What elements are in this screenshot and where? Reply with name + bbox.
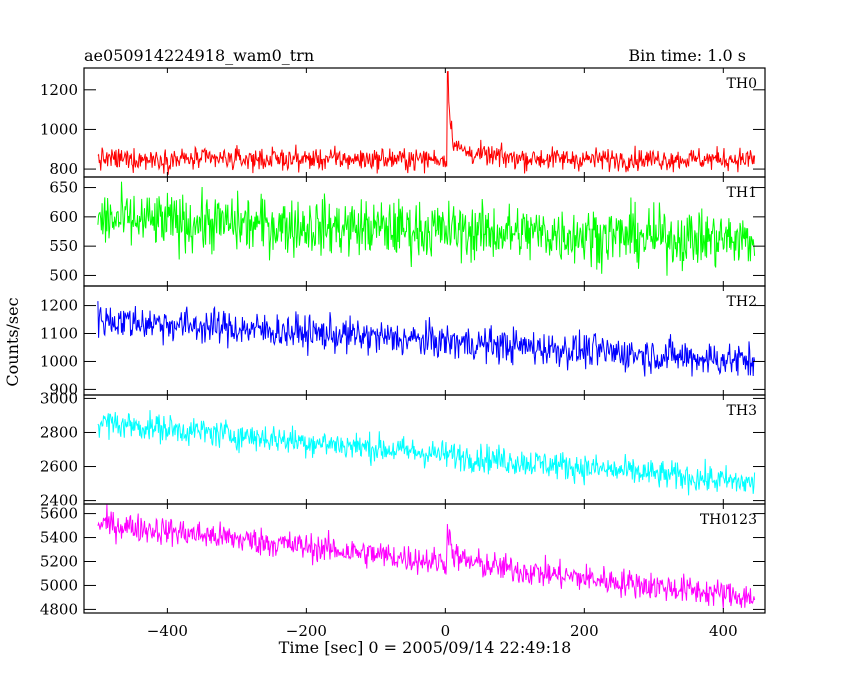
y-tick-label: 1100 <box>40 325 78 343</box>
y-tick-label: 3000 <box>40 389 78 407</box>
panel-frame-th0123 <box>83 503 766 614</box>
y-tick-label: 650 <box>49 179 78 197</box>
y-tick-label: 550 <box>49 237 78 255</box>
panel-frame-th3 <box>83 394 766 505</box>
y-tick-label: 5200 <box>40 552 78 570</box>
panel-label-th1: TH1 <box>727 185 757 201</box>
y-axis-label: Counts/sec <box>3 297 22 386</box>
panel-label-th0: TH0 <box>727 76 757 92</box>
y-tick-label: 1000 <box>40 120 78 138</box>
series-line-th2 <box>97 301 756 377</box>
x-axis-label: Time [sec] 0 = 2005/09/14 22:49:18 <box>279 638 572 657</box>
x-tick-label: −200 <box>286 622 327 640</box>
x-tick-label: 200 <box>570 622 599 640</box>
y-tick-label: 5400 <box>40 529 78 547</box>
series-line-th3 <box>97 410 756 496</box>
panels-group: 800 1000 1200 TH0 500 550 600 650 TH1 900 1000 1100… <box>40 67 766 640</box>
y-tick-label: 2600 <box>40 458 78 476</box>
y-tick-label: 2400 <box>40 492 78 510</box>
bin-time-label: Bin time: 1.0 s <box>628 46 746 65</box>
series-line-th0123 <box>97 504 756 609</box>
x-tick-label: 0 <box>441 622 451 640</box>
y-tick-label: 900 <box>49 380 78 398</box>
y-tick-label: 4800 <box>40 600 78 618</box>
y-tick-label: 1200 <box>40 81 78 99</box>
chart-title: ae050914224918_wam0_trn <box>84 46 314 65</box>
y-tick-label: 1000 <box>40 352 78 370</box>
panel-label-th2: TH2 <box>727 294 757 310</box>
panel-label-th0123: TH0123 <box>700 512 757 528</box>
panel-label-th3: TH3 <box>727 403 757 419</box>
x-tick-label: −400 <box>147 622 188 640</box>
y-tick-label: 800 <box>49 160 78 178</box>
y-tick-label: 500 <box>49 266 78 284</box>
y-tick-label: 5000 <box>40 576 78 594</box>
y-tick-label: 1200 <box>40 297 78 315</box>
y-tick-label: 5600 <box>40 505 78 523</box>
series-line-th1 <box>97 181 756 276</box>
y-tick-label: 600 <box>49 208 78 226</box>
y-tick-label: 2800 <box>40 423 78 441</box>
x-tick-label: 400 <box>709 622 738 640</box>
panel-frame-th2 <box>83 285 766 396</box>
series-line-th0 <box>97 71 756 175</box>
